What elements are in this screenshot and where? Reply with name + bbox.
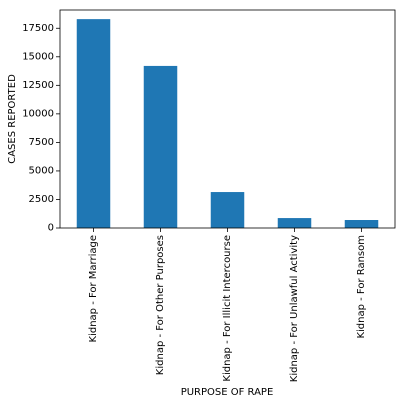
x-tick-label: Kidnap - For Illicit Intercourse xyxy=(222,235,233,382)
bar-2 xyxy=(143,65,178,229)
bar-4 xyxy=(277,218,312,228)
y-tick-label: 0 xyxy=(48,223,54,234)
y-tick-label: 7500 xyxy=(29,137,54,148)
x-tick-label: Kidnap - For Other Purposes xyxy=(155,235,166,375)
bar-1 xyxy=(76,19,111,228)
bar-3 xyxy=(210,192,245,228)
y-axis-ticks: 0 2500 5000 7500 10000 12500 15000 17500 xyxy=(22,23,60,234)
bar-5 xyxy=(344,220,379,228)
x-axis-ticks: Kidnap - For Marriage Kidnap - For Other … xyxy=(88,228,367,382)
y-tick-label: 17500 xyxy=(22,23,54,34)
bars-group xyxy=(76,19,379,229)
x-axis-label: PURPOSE OF RAPE xyxy=(181,387,274,398)
y-axis-label: CASES REPORTED xyxy=(7,74,18,164)
x-tick-label: Kidnap - For Marriage xyxy=(88,235,99,342)
x-tick-label: Kidnap - For Ransom xyxy=(356,235,367,339)
y-tick-label: 15000 xyxy=(22,51,54,62)
plot-frame xyxy=(59,9,396,229)
x-tick-label: Kidnap - For Unlawful Activity xyxy=(289,235,300,382)
y-tick-label: 5000 xyxy=(29,165,54,176)
y-tick-label: 10000 xyxy=(22,108,54,119)
y-tick-label: 12500 xyxy=(22,80,54,91)
y-tick-label: 2500 xyxy=(29,194,54,205)
